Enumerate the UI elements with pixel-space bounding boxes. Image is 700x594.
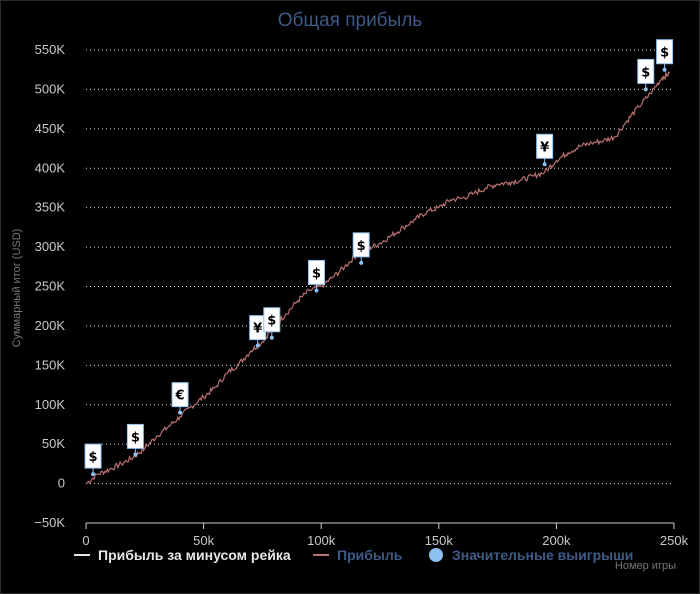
legend-item[interactable]: Значительные выигрыши (429, 547, 633, 563)
flag-box (536, 133, 554, 159)
y-tick-label: 50K (42, 436, 65, 451)
significant-win-flag[interactable]: $ (307, 259, 325, 293)
significant-win-flag[interactable]: $ (352, 232, 370, 265)
x-tick-label: 200k (542, 533, 571, 548)
y-tick-label: 350K (35, 200, 66, 215)
y-tick-label: 450K (35, 121, 66, 136)
flag-currency-label: $ (267, 314, 276, 329)
legend-label: Значительные выигрыши (452, 547, 633, 563)
grid-lines (86, 49, 674, 485)
x-tick-label: 0 (82, 533, 89, 548)
y-tick-label: 250K (35, 279, 66, 294)
significant-win-flag[interactable]: $ (126, 423, 144, 457)
flag-box (84, 443, 102, 469)
flag-currency-label: ¥ (253, 322, 262, 337)
x-tick-label: 100k (307, 533, 336, 548)
significant-win-point (133, 452, 138, 457)
significant-wins-layer: $ $ € ¥ $ $ $ ¥ $ $ (84, 39, 674, 477)
significant-win-point (542, 162, 547, 167)
y-tick-label: 500K (35, 81, 66, 96)
flag-box (171, 382, 189, 408)
flag-currency-label: $ (89, 450, 98, 465)
legend-label: Прибыль (337, 547, 403, 563)
legend-swatch-circle (429, 548, 443, 562)
y-tick-label: 150K (35, 357, 66, 372)
significant-win-flag[interactable]: ¥ (536, 133, 554, 167)
flag-box (126, 423, 144, 449)
flag-box (352, 232, 370, 258)
significant-win-point (314, 288, 319, 293)
x-tick-label: 150k (425, 533, 454, 548)
flag-box (307, 259, 325, 285)
chart-title: Общая прибыль (278, 10, 423, 31)
x-axis-title: Номер игры (615, 560, 676, 572)
significant-win-point (643, 87, 648, 92)
x-tick-label: 250k (660, 533, 689, 548)
y-tick-label: 400K (35, 160, 66, 175)
legend-item[interactable]: Прибыль за минусом рейка (74, 547, 291, 563)
y-tick-label: −50K (34, 515, 65, 530)
flag-box (263, 307, 281, 333)
y-tick-label: 200K (35, 318, 66, 333)
significant-win-point (178, 410, 183, 415)
legend: Прибыль за минусом рейка Прибыль Значитель… (74, 547, 633, 563)
flag-currency-label: $ (312, 266, 321, 281)
flag-currency-label: € (175, 389, 185, 404)
significant-win-point (269, 335, 274, 340)
flag-currency-label: $ (641, 65, 650, 80)
legend-item[interactable]: Прибыль (313, 547, 403, 563)
y-tick-label: 0 (58, 476, 65, 491)
legend-label: Прибыль за минусом рейка (98, 547, 291, 563)
flag-currency-label: ¥ (540, 140, 549, 155)
significant-win-point (255, 343, 260, 348)
significant-win-flag[interactable]: $ (637, 58, 655, 92)
flag-currency-label: $ (131, 430, 140, 445)
significant-win-point (359, 260, 364, 265)
significant-win-flag[interactable]: $ (263, 307, 281, 340)
significant-win-flag[interactable]: € (171, 382, 189, 415)
series-line-profit (85, 70, 670, 485)
flag-box (637, 58, 655, 84)
significant-win-flag[interactable]: $ (84, 443, 102, 477)
axes: −50K 0 50K 100K 150K 200K 250K 300K 350K 400K 450K… (34, 42, 688, 548)
significant-win-flag[interactable]: ¥ (249, 315, 267, 348)
y-tick-label: 100K (35, 397, 66, 412)
significant-win-point (662, 67, 667, 72)
significant-win-point (91, 472, 96, 477)
flag-currency-label: $ (660, 46, 669, 61)
significant-win-flag[interactable]: $ (656, 39, 674, 72)
flag-box (656, 39, 674, 65)
flag-currency-label: $ (357, 239, 366, 254)
x-tick-label: 50k (193, 533, 214, 548)
y-tick-label: 550K (35, 42, 66, 57)
y-axis-title: Суммарный итог (USD) (11, 229, 23, 348)
series-layer (85, 70, 670, 485)
y-tick-label: 300K (35, 239, 66, 254)
